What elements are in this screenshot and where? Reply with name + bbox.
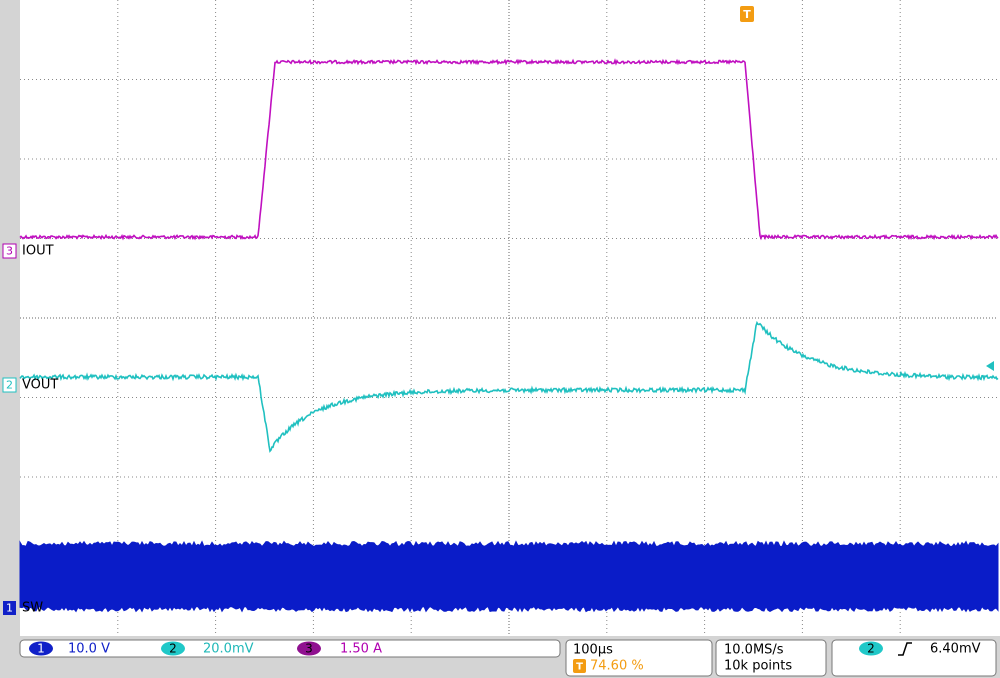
trigger-level: 6.40mV bbox=[930, 642, 981, 657]
channel-label: VOUT bbox=[22, 378, 58, 393]
iout-trace bbox=[19, 58, 999, 241]
ch3-scale: 1.50 A bbox=[340, 642, 382, 657]
trigger-source-badge bbox=[859, 641, 883, 656]
trigger-slope-icon bbox=[898, 642, 912, 656]
timebase: 100µs bbox=[573, 643, 613, 658]
sample-rate: 10.0MS/s bbox=[724, 643, 784, 658]
trigger-marker-box bbox=[740, 6, 754, 22]
channel-label: IOUT bbox=[22, 244, 54, 259]
trigger-position: 74.60 % bbox=[590, 659, 644, 674]
sw-trace bbox=[19, 540, 999, 613]
ch2-badge bbox=[161, 641, 185, 656]
vout-trace bbox=[19, 320, 999, 453]
horizontal-box bbox=[565, 639, 713, 677]
ch1-badge bbox=[29, 641, 53, 656]
channel-number: 2 bbox=[6, 379, 13, 392]
trigger-marker: T bbox=[743, 8, 751, 21]
ch2-scale: 20.0mV bbox=[203, 642, 254, 657]
ch1-scale: 10.0 V bbox=[68, 642, 110, 657]
channel-badge bbox=[2, 243, 17, 259]
trigger-position-icon-label: T bbox=[576, 662, 583, 673]
ch2-number: 2 bbox=[169, 642, 177, 656]
trigger-position-icon bbox=[573, 659, 586, 673]
ch3-number: 3 bbox=[305, 642, 313, 656]
acquisition-box bbox=[715, 639, 827, 677]
ch3-badge bbox=[297, 641, 321, 656]
channel-number: 3 bbox=[6, 245, 13, 258]
waveforms bbox=[19, 58, 999, 613]
offset-marker bbox=[986, 361, 994, 371]
channel-badge bbox=[2, 377, 17, 393]
ch1-number: 1 bbox=[37, 642, 45, 656]
channel-number: 1 bbox=[6, 602, 13, 615]
channel-badge bbox=[3, 601, 16, 615]
channel-scale-box bbox=[19, 639, 561, 658]
record-length: 10k points bbox=[724, 659, 792, 674]
trigger-source: 2 bbox=[867, 642, 875, 656]
channel-label: SW bbox=[22, 601, 43, 616]
